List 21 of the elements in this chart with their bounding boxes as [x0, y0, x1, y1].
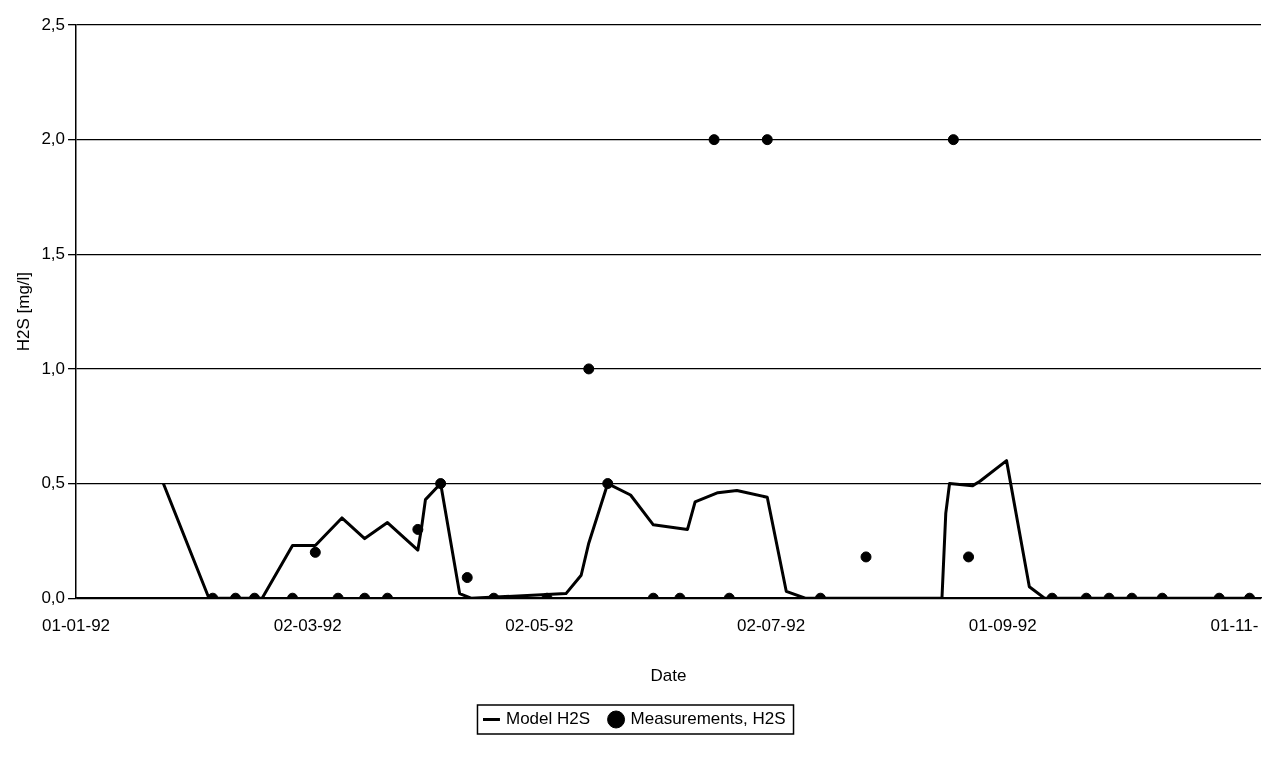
- y-tick-label: 2,0: [41, 129, 66, 149]
- y-axis-title: H2S [mg/l]: [13, 271, 33, 352]
- y-tick-label: 1,0: [41, 358, 66, 378]
- y-tick-label: 0,0: [41, 587, 66, 607]
- x-axis-title: Date: [650, 666, 687, 686]
- point: [309, 546, 321, 558]
- y-tick-label: 1,5: [41, 243, 66, 263]
- point: [583, 363, 595, 375]
- x-tick-label: 01-01-92: [42, 616, 111, 636]
- x-tick-label: 02-03-92: [273, 616, 342, 636]
- y-tick-label: 2,5: [41, 14, 66, 34]
- x-tick-label: 01-09-92: [968, 616, 1037, 636]
- x-tick-label: 01-11-: [1210, 616, 1259, 636]
- legend-label: Model H2S: [505, 709, 591, 729]
- point: [761, 134, 773, 146]
- x-tick-label: 02-05-92: [505, 616, 574, 636]
- point: [947, 134, 959, 146]
- legend-label: Measurements, H2S: [630, 709, 786, 729]
- x-tick-label: 02-07-92: [737, 616, 806, 636]
- point: [708, 134, 720, 146]
- y-tick-label: 0,5: [41, 473, 66, 493]
